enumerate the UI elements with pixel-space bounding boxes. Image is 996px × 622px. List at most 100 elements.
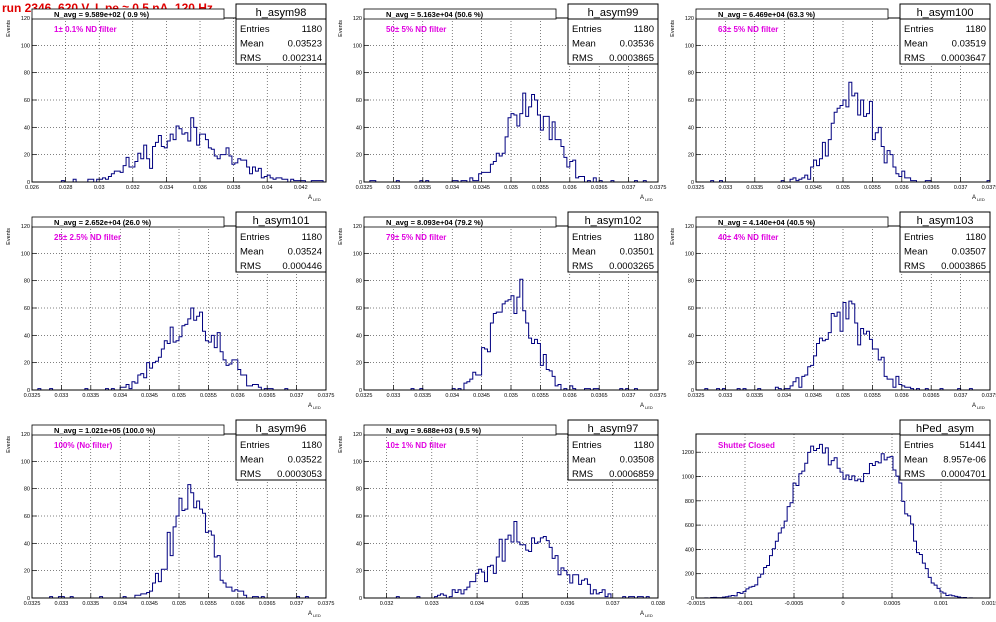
stats-box-frame	[899, 419, 991, 481]
x-tick-label: 0.0375	[982, 185, 996, 191]
x-tick-label: 0.038	[227, 185, 241, 191]
y-tick-label: 0	[27, 388, 30, 394]
stats-label-entries: Entries	[572, 24, 602, 35]
stats-box: h_asym99 Entries 1180 Mean 0.03536 RMS 0.00038…	[567, 3, 659, 65]
stats-value-entries: 1180	[966, 232, 986, 243]
histogram-panel-h-asym96: 0 20 40 60 80 100 120 0.0325 0.033 0.0335 0.034 0.0…	[6, 419, 334, 618]
histogram-title: h_asym101	[253, 215, 310, 227]
x-tick-label: 0.035	[172, 393, 186, 399]
x-tick-label: 0.0365	[923, 185, 940, 191]
x-tick-label: 0.0335	[414, 185, 431, 191]
x-tick-label: 0.0325	[24, 393, 41, 399]
x-tick-label: 0.037	[954, 393, 968, 399]
y-tick-label: 60	[356, 306, 362, 312]
y-tick-label: 40	[356, 333, 362, 339]
x-tick-label: 0.037	[622, 393, 636, 399]
stats-value-entries: 1180	[634, 440, 654, 451]
x-axis-label: ALED	[640, 403, 653, 410]
stats-box-frame	[899, 211, 991, 273]
stats-box: h_asym100 Entries 1180 Mean 0.03519 RMS 0.0003…	[899, 3, 991, 65]
x-axis-label: ALED	[308, 195, 321, 202]
y-tick-label: 40	[24, 333, 30, 339]
histogram-line	[696, 443, 990, 599]
x-tick-label: 0.0005	[884, 601, 901, 607]
stats-value-mean: 0.03519	[952, 39, 986, 50]
y-tick-label: 60	[24, 98, 30, 104]
x-tick-label: 0.037	[606, 601, 620, 607]
x-tick-label: 0.0345	[473, 185, 490, 191]
stats-label-rms: RMS	[904, 53, 925, 64]
x-tick-label: 0.0355	[532, 393, 549, 399]
x-tick-label: 0.0325	[688, 185, 705, 191]
x-tick-label: 0.034	[470, 601, 484, 607]
navg-text: N_avg = 4.140e+04 (40.5 %)	[718, 218, 816, 227]
x-axis-label: ALED	[972, 195, 985, 202]
navg-text: N_avg = 5.163e+04 (50.6 %)	[386, 10, 484, 19]
x-tick-label: 0.0335	[746, 185, 763, 191]
y-tick-label: 0	[691, 388, 694, 394]
x-tick-label: 0.036	[193, 185, 207, 191]
navg-box	[31, 424, 225, 436]
stats-label-rms: RMS	[572, 261, 593, 272]
y-axis-label: Events	[6, 228, 12, 245]
stats-box: hPed_asym Entries 51441 Mean 8.957e-06 RMS 0.0…	[899, 419, 991, 481]
y-tick-label: 1200	[682, 450, 694, 456]
stats-value-entries: 1180	[966, 24, 986, 35]
y-tick-label: 80	[24, 71, 30, 77]
stats-label-rms: RMS	[904, 261, 925, 272]
stats-box: h_asym97 Entries 1180 Mean 0.03508 RMS 0.00068…	[567, 419, 659, 481]
x-tick-label: 0.0335	[746, 393, 763, 399]
x-tick-label: 0.0355	[200, 393, 217, 399]
navg-text: N_avg = 6.469e+04 (63.3 %)	[718, 10, 816, 19]
x-tick-label: 0.0335	[82, 601, 99, 607]
x-tick-label: 0.0325	[688, 393, 705, 399]
x-tick-label: 0.033	[55, 601, 69, 607]
stats-label-entries: Entries	[572, 232, 602, 243]
y-tick-label: 40	[688, 333, 694, 339]
navg-box	[695, 8, 889, 20]
stats-value-entries: 1180	[302, 440, 322, 451]
x-tick-label: 0.036	[895, 393, 909, 399]
stats-box: h_asym98 Entries 1180 Mean 0.03523 RMS 0.00231…	[235, 3, 327, 65]
y-axis-label: Events	[338, 228, 344, 245]
histogram-title: h_asym96	[256, 423, 307, 435]
y-axis-label: Events	[670, 228, 676, 245]
histogram-panel-h-asym103: 0 20 40 60 80 100 120 0.0325 0.033 0.0335 0.034 0.0…	[670, 211, 996, 410]
y-tick-label: 0	[359, 596, 362, 602]
x-axis-label: ALED	[640, 611, 653, 618]
x-tick-label: 0.0345	[141, 393, 158, 399]
x-tick-label: 0.0345	[805, 393, 822, 399]
stats-box: h_asym96 Entries 1180 Mean 0.03522 RMS 0.00030…	[235, 419, 327, 481]
x-tick-label: 0.033	[55, 393, 69, 399]
filter-note: 79± 5% ND filter	[386, 233, 446, 242]
y-tick-label: 100	[353, 251, 362, 257]
stats-label-rms: RMS	[904, 469, 925, 480]
y-tick-label: 120	[685, 224, 694, 230]
stats-box-frame	[235, 419, 327, 481]
histogram-title: h_asym102	[585, 215, 642, 227]
x-tick-label: 0.037	[622, 185, 636, 191]
y-tick-label: 100	[21, 43, 30, 49]
x-tick-label: 0.0365	[591, 393, 608, 399]
x-tick-label: 0.034	[160, 185, 174, 191]
y-tick-label: 120	[353, 224, 362, 230]
navg-box	[695, 216, 889, 228]
x-tick-label: 0.033	[719, 185, 733, 191]
stats-label-mean: Mean	[572, 247, 596, 258]
y-tick-label: 0	[691, 180, 694, 186]
x-tick-label: 0.037	[290, 601, 304, 607]
filter-note: 40± 4% ND filter	[718, 233, 778, 242]
y-tick-label: 200	[685, 572, 694, 578]
x-tick-label: -0.0005	[785, 601, 804, 607]
y-tick-label: 60	[688, 306, 694, 312]
navg-text: N_avg = 9.688e+03 ( 9.5 %)	[386, 426, 482, 435]
histogram-panel-h-asym101: 0 20 40 60 80 100 120 0.0325 0.033 0.0335 0.034 0.0…	[6, 211, 334, 410]
x-tick-label: 0.028	[59, 185, 73, 191]
y-tick-label: 20	[24, 153, 30, 159]
stats-value-mean: 8.957e-06	[943, 455, 986, 466]
y-tick-label: 80	[356, 71, 362, 77]
y-tick-label: 0	[27, 180, 30, 186]
x-axis-label: ALED	[308, 403, 321, 410]
y-tick-label: 20	[688, 361, 694, 367]
x-tick-label: 0.0325	[24, 601, 41, 607]
